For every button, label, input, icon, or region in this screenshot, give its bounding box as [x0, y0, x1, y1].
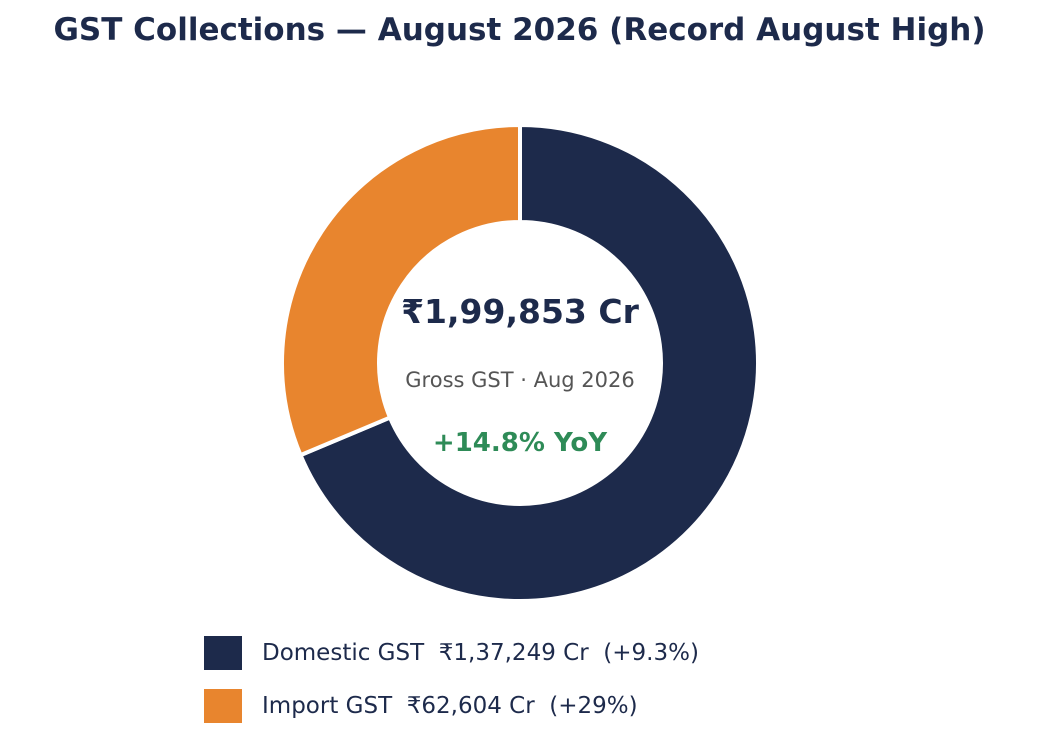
slice-import-gst — [280, 122, 522, 458]
legend-label-import: Import GST ₹62,604 Cr (+29%) — [262, 693, 638, 719]
legend-item-domestic: Domestic GST ₹1,37,249 Cr (+9.3%) — [204, 636, 699, 670]
legend-swatch-domestic — [204, 636, 242, 670]
legend-swatch-import — [204, 689, 242, 723]
center-total-value: ₹1,99,853 Cr — [401, 292, 640, 331]
chart-title: GST Collections — August 2026 (Record Au… — [53, 12, 986, 48]
center-subtitle: Gross GST · Aug 2026 — [405, 368, 634, 392]
slice-domestic-gst — [297, 122, 760, 603]
legend-item-import: Import GST ₹62,604 Cr (+29%) — [204, 689, 699, 723]
legend-label-domestic: Domestic GST ₹1,37,249 Cr (+9.3%) — [262, 640, 699, 666]
center-yoy-growth: +14.8% YoY — [433, 428, 608, 458]
legend: Domestic GST ₹1,37,249 Cr (+9.3%) Import… — [204, 636, 699, 742]
donut-slices — [280, 122, 760, 603]
